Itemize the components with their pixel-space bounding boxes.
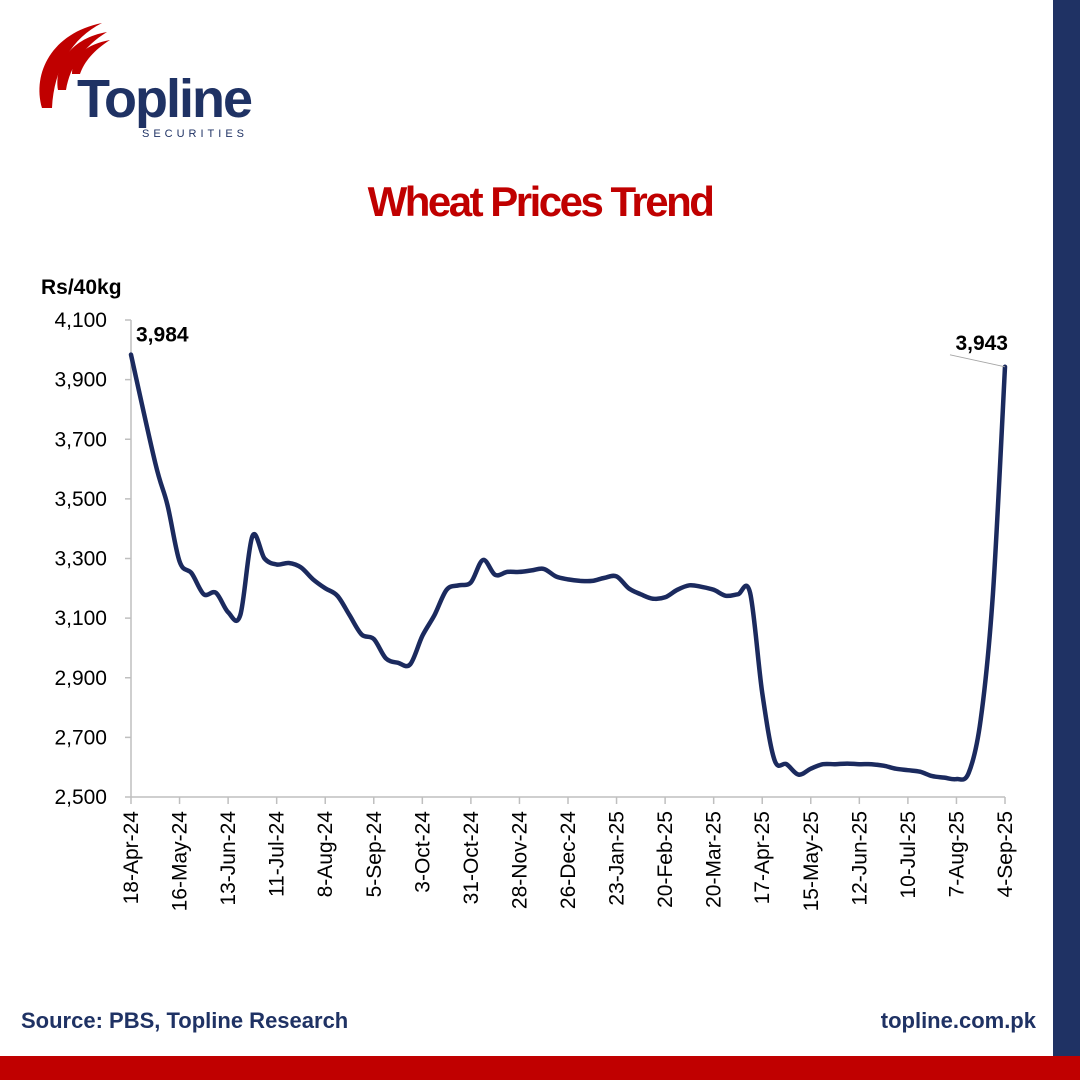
side-accent-bar — [1053, 0, 1080, 1080]
x-tick-label: 4-Sep-25 — [994, 811, 1017, 897]
x-tick-label: 16-May-24 — [169, 811, 192, 912]
y-axis-label: Rs/40kg — [41, 276, 122, 299]
annotations: 3,984 3,943 — [136, 324, 1008, 368]
y-tick-label: 3,300 — [54, 548, 107, 571]
x-tick-label: 26-Dec-24 — [557, 811, 580, 909]
x-tick-label: 11-Jul-24 — [266, 811, 289, 897]
logo-wordmark: Topline — [77, 69, 253, 129]
x-tick-label: 7-Aug-25 — [945, 811, 968, 897]
x-tick-label: 8-Aug-24 — [314, 811, 337, 898]
y-tick-label: 4,100 — [54, 309, 107, 332]
x-tick-label: 28-Nov-24 — [508, 811, 531, 909]
x-tick-label: 31-Oct-24 — [460, 811, 483, 905]
x-tick-label: 20-Feb-25 — [654, 811, 677, 908]
y-tick-label: 3,700 — [54, 428, 107, 451]
x-tick-label: 15-May-25 — [800, 811, 823, 911]
y-tick-label: 2,900 — [54, 667, 107, 690]
x-axis: 18-Apr-24 16-May-24 13-Jun-24 11-Jul-24 8-Au… — [120, 796, 1017, 912]
y-tick-label: 3,100 — [54, 607, 107, 630]
data-label: 3,984 — [136, 324, 189, 347]
y-tick-label: 3,900 — [54, 369, 107, 392]
data-label-leader — [949, 354, 1006, 368]
website-link[interactable]: topline.com.pk — [880, 1008, 1036, 1033]
y-tick-label: 2,700 — [54, 726, 107, 749]
x-tick-label: 13-Jun-24 — [217, 811, 240, 906]
x-tick-label: 3-Oct-24 — [411, 811, 434, 893]
x-tick-label: 23-Jan-25 — [606, 811, 629, 906]
x-tick-label: 17-Apr-25 — [751, 811, 774, 904]
series-line — [128, 352, 1008, 782]
bottom-accent-bar — [0, 1056, 1080, 1080]
chart-title: Wheat Prices Trend — [367, 178, 715, 225]
line-chart: Rs/40kg 2,500 2,700 2,900 3,100 3,300 3,500 3,… — [41, 276, 1017, 912]
x-tick-label: 12-Jun-25 — [848, 811, 871, 906]
x-tick-label: 20-Mar-25 — [703, 811, 726, 908]
x-tick-label: 10-Jul-25 — [897, 811, 920, 899]
y-tick-label: 3,500 — [54, 488, 107, 511]
logo-subtitle: SECURITIES — [142, 128, 249, 140]
data-label: 3,943 — [955, 332, 1008, 355]
topline-logo: Topline SECURITIES — [22, 18, 272, 140]
y-axis: 2,500 2,700 2,900 3,100 3,300 3,500 3,700 3,900… — [54, 309, 132, 809]
x-tick-label: 18-Apr-24 — [120, 811, 143, 905]
y-tick-label: 2,500 — [54, 786, 107, 809]
x-tick-label: 5-Sep-24 — [363, 811, 386, 898]
series-group — [128, 352, 1008, 782]
source-note: Source: PBS, Topline Research — [21, 1008, 349, 1033]
logo-swoosh-icon — [39, 23, 110, 108]
